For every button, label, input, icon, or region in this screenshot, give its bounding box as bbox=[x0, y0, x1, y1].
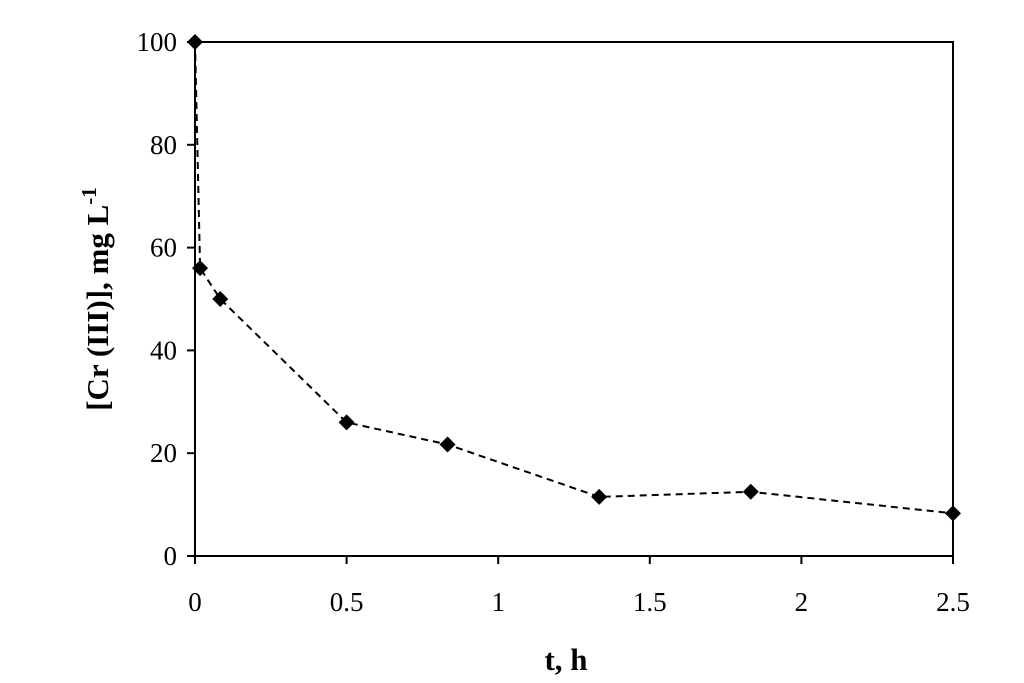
series-line bbox=[194, 41, 954, 515]
y-tick-label: 0 bbox=[164, 541, 178, 571]
x-tick-label: 0 bbox=[188, 587, 202, 617]
data-point-marker bbox=[212, 291, 229, 307]
series-layer bbox=[187, 34, 961, 522]
x-axis-title: t, h bbox=[544, 642, 587, 677]
data-point-marker bbox=[187, 34, 203, 50]
x-tick-label: 1.5 bbox=[633, 587, 667, 617]
data-point-marker bbox=[742, 483, 759, 500]
plot-area bbox=[194, 41, 954, 557]
y-axis-title: [Cr (III)], mg L-1 bbox=[77, 187, 115, 411]
data-point-marker bbox=[945, 505, 961, 522]
x-tick-label: 1 bbox=[491, 587, 505, 617]
x-tick-label: 2 bbox=[795, 587, 809, 617]
y-axis-ticks: 0 20 40 60 80 100 bbox=[137, 27, 195, 571]
y-tick-label: 20 bbox=[150, 438, 177, 468]
y-tick-label: 100 bbox=[137, 27, 178, 57]
y-tick-label: 60 bbox=[150, 233, 177, 263]
x-tick-label: 2.5 bbox=[936, 587, 970, 617]
y-axis-title-superscript: -1 bbox=[77, 187, 101, 205]
data-point-marker bbox=[192, 260, 209, 277]
data-point-marker bbox=[591, 488, 608, 505]
data-point-marker bbox=[439, 436, 456, 453]
y-tick-label: 40 bbox=[150, 335, 177, 365]
x-tick-label: 0.5 bbox=[330, 587, 364, 617]
x-axis-ticks: 0 0.5 1 1.5 2 2.5 bbox=[188, 556, 970, 617]
data-point-marker bbox=[338, 414, 355, 431]
y-tick-label: 80 bbox=[150, 130, 177, 160]
y-axis-title-main: [Cr (III)], mg L bbox=[80, 205, 115, 411]
